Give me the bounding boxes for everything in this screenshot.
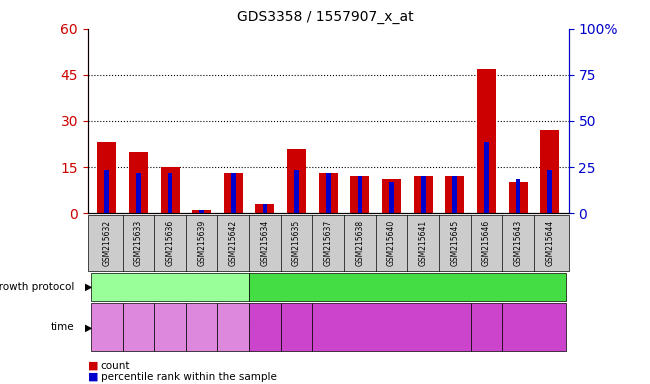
Text: 5 months: 5 months <box>369 322 415 333</box>
Text: GSM215638: GSM215638 <box>356 220 365 266</box>
Bar <box>484 142 489 213</box>
Text: ■: ■ <box>88 361 98 371</box>
Bar <box>105 170 109 213</box>
Bar <box>136 173 141 213</box>
Text: growth protocol: growth protocol <box>0 282 75 292</box>
Text: GSM215644: GSM215644 <box>545 220 554 266</box>
Bar <box>168 173 172 213</box>
Text: GDS3358 / 1557907_x_at: GDS3358 / 1557907_x_at <box>237 10 413 23</box>
Bar <box>224 173 243 213</box>
Bar <box>294 170 299 213</box>
Bar <box>350 176 369 213</box>
Bar <box>421 176 426 213</box>
Text: count: count <box>101 361 130 371</box>
Bar <box>98 142 116 213</box>
Text: percentile rank within the sample: percentile rank within the sample <box>101 372 277 382</box>
Bar <box>129 152 148 213</box>
Text: 1 month: 1 month <box>276 322 317 333</box>
Bar <box>445 176 464 213</box>
Bar <box>508 182 528 213</box>
Text: GSM215646: GSM215646 <box>482 220 491 266</box>
Bar <box>547 170 552 213</box>
Text: GSM215633: GSM215633 <box>134 220 143 266</box>
Text: GSM215637: GSM215637 <box>324 220 333 266</box>
Bar <box>413 176 433 213</box>
Text: GSM215632: GSM215632 <box>102 220 111 266</box>
Text: GSM215639: GSM215639 <box>197 220 206 266</box>
Bar <box>477 69 496 213</box>
Text: control: control <box>151 282 189 292</box>
Bar <box>540 130 559 213</box>
Text: 3
weeks: 3 weeks <box>126 318 150 337</box>
Bar <box>192 210 211 213</box>
Bar <box>452 176 457 213</box>
Text: 12
months: 12 months <box>219 318 248 337</box>
Text: GSM215640: GSM215640 <box>387 220 396 266</box>
Bar <box>287 149 306 213</box>
Text: 12 months: 12 months <box>508 322 560 333</box>
Text: GSM215641: GSM215641 <box>419 220 428 266</box>
Text: ▶: ▶ <box>84 282 92 292</box>
Text: androgen-deprived: androgen-deprived <box>354 282 461 292</box>
Text: GSM215634: GSM215634 <box>261 220 270 266</box>
Bar <box>263 204 267 213</box>
Bar <box>382 179 401 213</box>
Text: 0
weeks: 0 weeks <box>95 318 119 337</box>
Bar <box>515 179 521 213</box>
Bar <box>161 167 179 213</box>
Text: GSM215636: GSM215636 <box>166 220 175 266</box>
Bar <box>358 176 362 213</box>
Text: 1
month: 1 month <box>157 318 183 337</box>
Bar <box>389 182 394 213</box>
Text: 3 weeks: 3 weeks <box>245 322 285 333</box>
Bar <box>231 173 236 213</box>
Bar <box>318 173 338 213</box>
Text: GSM215643: GSM215643 <box>514 220 523 266</box>
Text: ▶: ▶ <box>84 322 92 333</box>
Text: ■: ■ <box>88 372 98 382</box>
Text: GSM215642: GSM215642 <box>229 220 238 266</box>
Text: GSM215645: GSM215645 <box>450 220 460 266</box>
Text: GSM215635: GSM215635 <box>292 220 301 266</box>
Text: 5
months: 5 months <box>187 318 216 337</box>
Bar <box>255 204 274 213</box>
Bar <box>326 173 331 213</box>
Bar <box>200 210 204 213</box>
Text: 11 months: 11 months <box>460 322 513 333</box>
Text: time: time <box>51 322 75 333</box>
